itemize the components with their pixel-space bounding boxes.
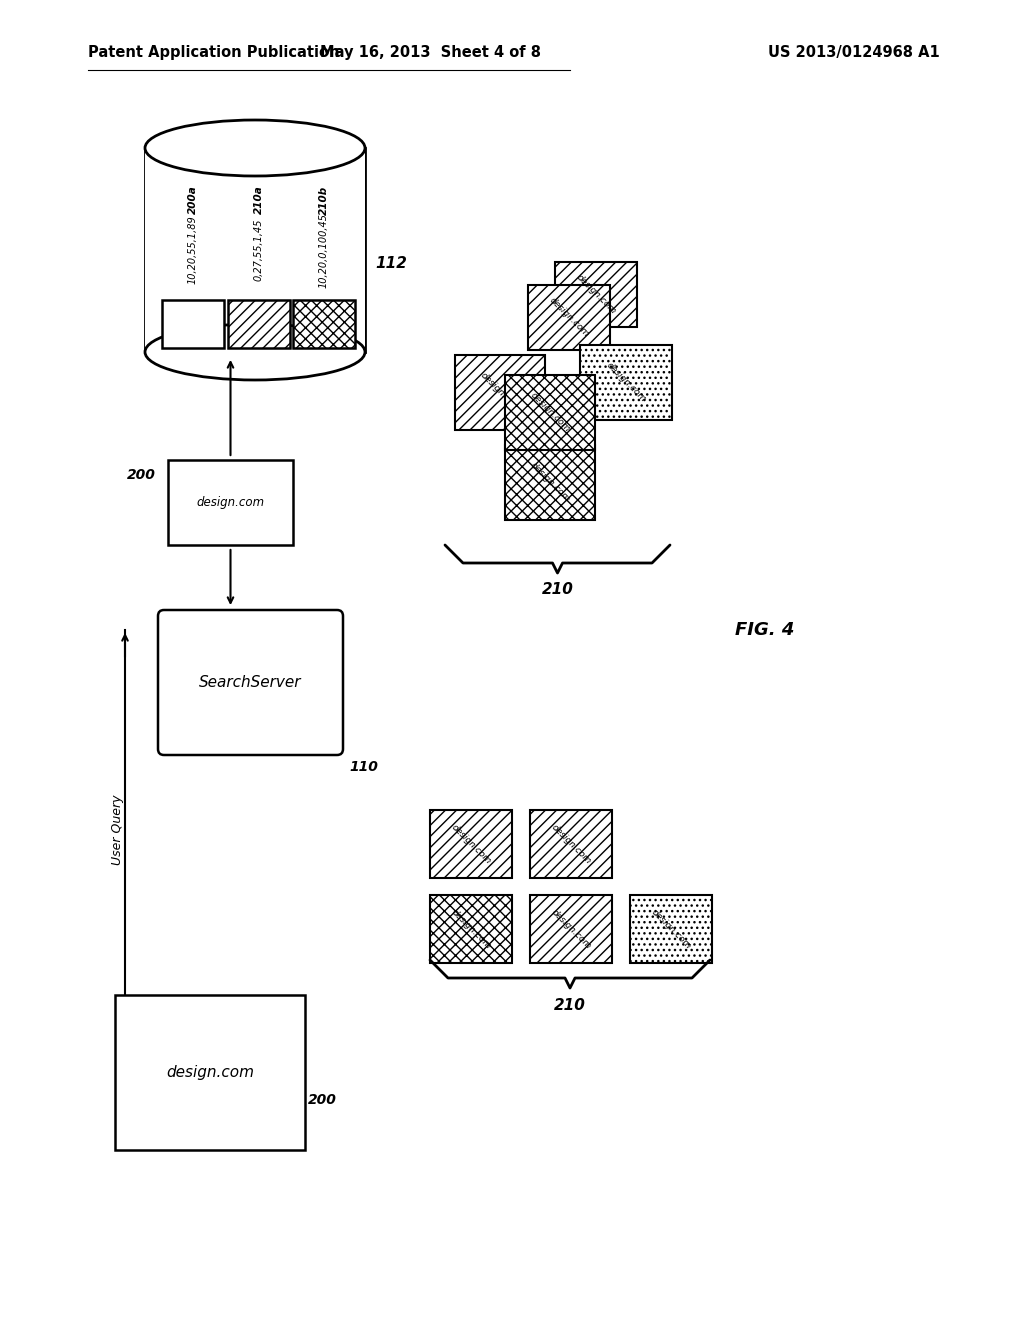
Text: Patent Application Publication: Patent Application Publication — [88, 45, 340, 59]
Text: design.com: design.com — [528, 391, 571, 434]
Bar — [630, 895, 712, 964]
Ellipse shape — [145, 120, 365, 176]
Text: design.com: design.com — [197, 496, 264, 510]
Text: design.com: design.com — [649, 907, 692, 950]
Bar — [293, 300, 355, 348]
Text: 210b: 210b — [319, 185, 329, 215]
Bar — [162, 300, 224, 348]
Text: design.com: design.com — [450, 822, 493, 866]
Text: design.com: design.com — [550, 822, 593, 866]
Bar — [530, 810, 612, 878]
Text: design.com: design.com — [166, 1065, 254, 1080]
Text: 0,27,55,1,45: 0,27,55,1,45 — [254, 219, 264, 281]
Bar — [145, 148, 365, 352]
Bar — [168, 459, 293, 545]
Text: design.com: design.com — [478, 371, 521, 414]
Text: 10,20,55,1,89: 10,20,55,1,89 — [188, 215, 198, 284]
Bar — [228, 300, 290, 348]
Text: 200: 200 — [308, 1093, 337, 1107]
Text: design.com: design.com — [548, 296, 591, 339]
Text: design.com: design.com — [528, 461, 571, 504]
Text: 210: 210 — [554, 998, 586, 1012]
Text: 200a: 200a — [188, 186, 198, 214]
FancyBboxPatch shape — [158, 610, 343, 755]
Text: May 16, 2013  Sheet 4 of 8: May 16, 2013 Sheet 4 of 8 — [319, 45, 541, 59]
Text: design.com: design.com — [450, 907, 493, 950]
Text: 210a: 210a — [254, 186, 264, 214]
Bar — [455, 355, 545, 430]
Text: 112: 112 — [375, 256, 407, 271]
Text: User Query: User Query — [111, 795, 124, 865]
Bar — [555, 261, 637, 327]
Ellipse shape — [145, 323, 365, 380]
Bar — [580, 345, 672, 420]
Bar — [530, 895, 612, 964]
Text: 200: 200 — [127, 469, 156, 482]
Bar — [505, 445, 595, 520]
Text: 210: 210 — [542, 582, 573, 598]
Bar — [505, 375, 595, 450]
Text: design.com: design.com — [604, 360, 647, 404]
Bar — [430, 810, 512, 878]
Text: design.com: design.com — [550, 907, 593, 950]
Bar — [430, 895, 512, 964]
Text: FIG. 4: FIG. 4 — [735, 620, 795, 639]
Text: design.com: design.com — [574, 273, 617, 315]
Text: 110: 110 — [349, 760, 378, 774]
Text: SearchServer: SearchServer — [200, 675, 302, 690]
Text: 10,20,0,100,45: 10,20,0,100,45 — [319, 213, 329, 288]
Text: US 2013/0124968 A1: US 2013/0124968 A1 — [768, 45, 940, 59]
Bar — [528, 285, 610, 350]
Bar — [115, 995, 305, 1150]
